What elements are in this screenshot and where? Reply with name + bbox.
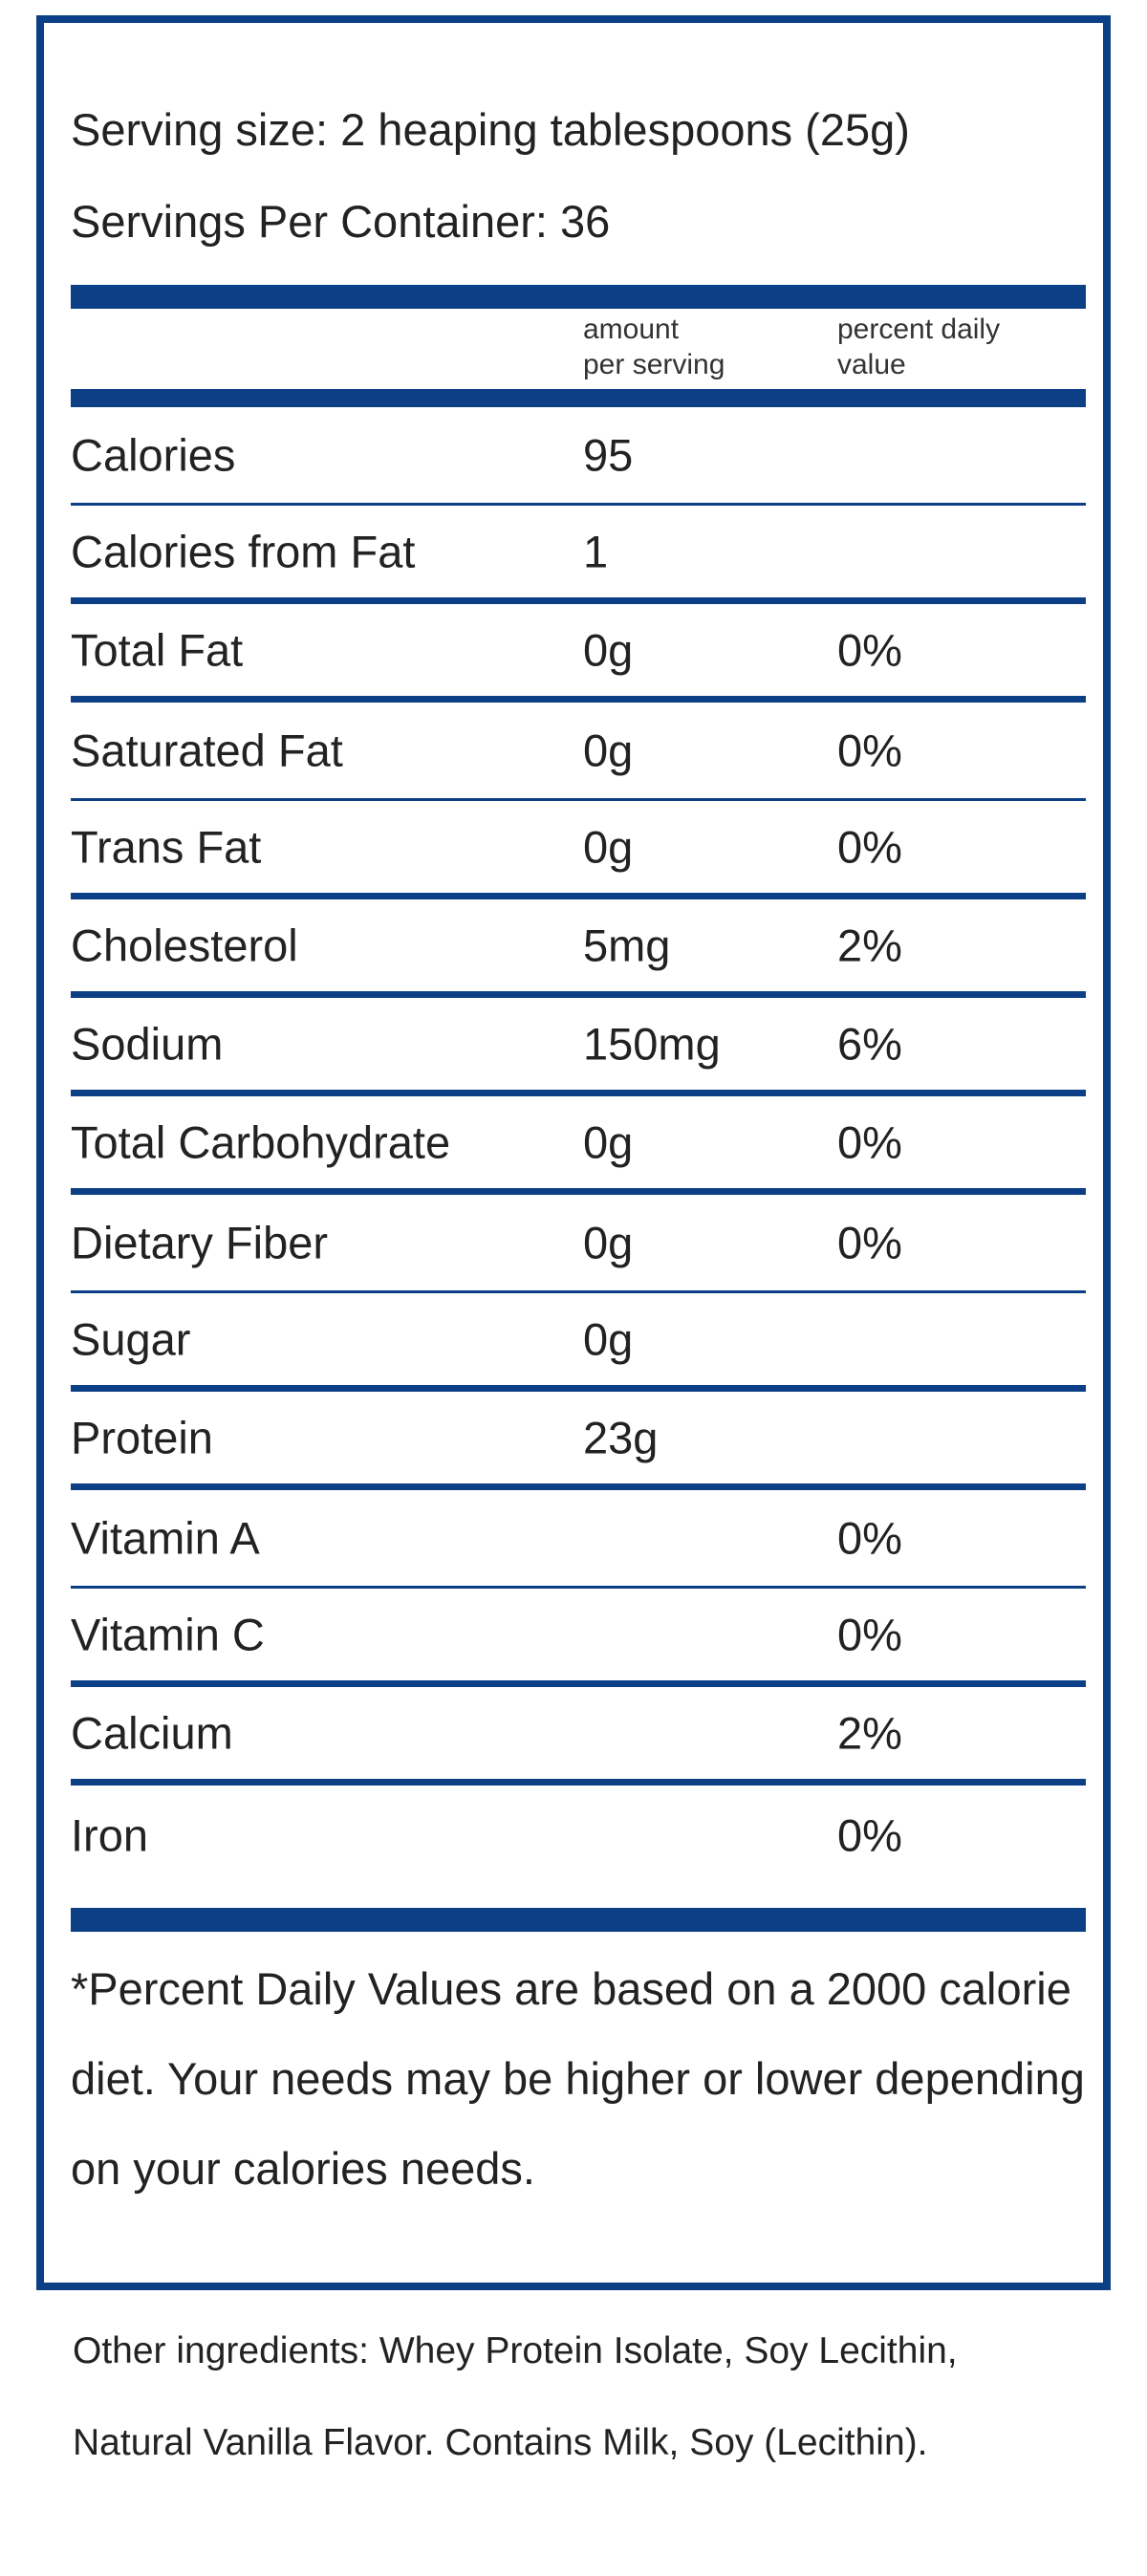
- nutrient-percent: 2%: [837, 1707, 902, 1759]
- nutrient-row-protein: Protein 23g: [71, 1392, 1086, 1490]
- percent-daily-value-header: percent daily value: [837, 312, 1000, 382]
- nutrient-percent: 0%: [837, 1512, 902, 1564]
- nutrient-amount: 150mg: [583, 1018, 721, 1070]
- nutrient-percent: 0%: [837, 821, 902, 873]
- other-ingredients: Other ingredients: Whey Protein Isolate,…: [73, 2330, 958, 2463]
- nutrient-percent: 0%: [837, 624, 902, 676]
- nutrient-amount: 0g: [583, 1116, 634, 1168]
- nutrient-row-dietary-fiber: Dietary Fiber 0g 0%: [71, 1195, 1086, 1293]
- nutrient-amount: 95: [583, 429, 634, 481]
- nutrient-row-vitamin-a: Vitamin A 0%: [71, 1490, 1086, 1589]
- serving-info: Serving size: 2 heaping tablespoons (25g…: [71, 84, 910, 268]
- serving-size: Serving size: 2 heaping tablespoons (25g…: [71, 104, 910, 155]
- amount-per-serving-header: amount per serving: [583, 312, 725, 382]
- header-divider: [71, 389, 1086, 407]
- nutrient-row-calcium: Calcium 2%: [71, 1687, 1086, 1786]
- nutrient-row-cholesterol: Cholesterol 5mg 2%: [71, 899, 1086, 998]
- nutrient-name: Total Carbohydrate: [71, 1116, 451, 1168]
- nutrition-facts-panel: Serving size: 2 heaping tablespoons (25g…: [36, 15, 1111, 2290]
- nutrient-amount: 1: [583, 526, 609, 577]
- nutrient-row-calories-from-fat: Calories from Fat 1: [71, 506, 1086, 604]
- servings-per-container: Servings Per Container: 36: [71, 196, 611, 247]
- nutrient-name: Vitamin A: [71, 1512, 260, 1564]
- nutrient-row-sodium: Sodium 150mg 6%: [71, 998, 1086, 1096]
- nutrient-percent: 0%: [837, 1116, 902, 1168]
- nutrient-row-saturated-fat: Saturated Fat 0g 0%: [71, 703, 1086, 801]
- nutrient-percent: 0%: [837, 1809, 902, 1860]
- nutrient-name: Iron: [71, 1809, 148, 1860]
- nutrient-name: Cholesterol: [71, 920, 298, 971]
- nutrient-amount: 0g: [583, 1313, 634, 1365]
- nutrient-table: Calories 95 Calories from Fat 1 Total Fa…: [71, 407, 1086, 1884]
- nutrient-name: Protein: [71, 1412, 213, 1463]
- nutrient-row-trans-fat: Trans Fat 0g 0%: [71, 801, 1086, 899]
- thick-divider-top: [71, 285, 1086, 309]
- nutrient-row-total-carbohydrate: Total Carbohydrate 0g 0%: [71, 1096, 1086, 1195]
- nutrient-name: Sugar: [71, 1313, 191, 1365]
- nutrient-name: Total Fat: [71, 624, 244, 676]
- nutrient-name: Dietary Fiber: [71, 1217, 329, 1268]
- pdv-header-line2: value: [837, 349, 906, 380]
- nutrient-amount: 0g: [583, 1217, 634, 1268]
- nutrient-name: Calcium: [71, 1707, 233, 1759]
- nutrient-percent: 0%: [837, 1609, 902, 1660]
- nutrient-name: Sodium: [71, 1018, 224, 1070]
- nutrient-amount: 0g: [583, 821, 634, 873]
- nutrient-name: Calories: [71, 429, 236, 481]
- nutrient-name: Saturated Fat: [71, 725, 343, 776]
- nutrient-percent: 2%: [837, 920, 902, 971]
- nutrient-name: Trans Fat: [71, 821, 262, 873]
- nutrient-row-total-fat: Total Fat 0g 0%: [71, 604, 1086, 703]
- nutrient-amount: 0g: [583, 725, 634, 776]
- nutrient-name: Calories from Fat: [71, 526, 416, 577]
- amount-header-line2: per serving: [583, 349, 725, 380]
- nutrient-row-sugar: Sugar 0g: [71, 1293, 1086, 1392]
- nutrient-amount: 23g: [583, 1412, 659, 1463]
- nutrient-percent: 6%: [837, 1018, 902, 1070]
- thick-divider-bottom: [71, 1908, 1086, 1932]
- daily-value-footnote: *Percent Daily Values are based on a 200…: [71, 1963, 1085, 2194]
- nutrient-name: Vitamin C: [71, 1609, 265, 1660]
- nutrient-row-vitamin-c: Vitamin C 0%: [71, 1589, 1086, 1687]
- pdv-header-line1: percent daily: [837, 314, 1001, 345]
- nutrient-percent: 0%: [837, 1217, 902, 1268]
- amount-header-line1: amount: [583, 314, 680, 345]
- nutrient-amount: 5mg: [583, 920, 671, 971]
- nutrient-percent: 0%: [837, 725, 902, 776]
- nutrient-row-iron: Iron 0%: [71, 1786, 1086, 1884]
- nutrient-amount: 0g: [583, 624, 634, 676]
- nutrient-row-calories: Calories 95: [71, 407, 1086, 506]
